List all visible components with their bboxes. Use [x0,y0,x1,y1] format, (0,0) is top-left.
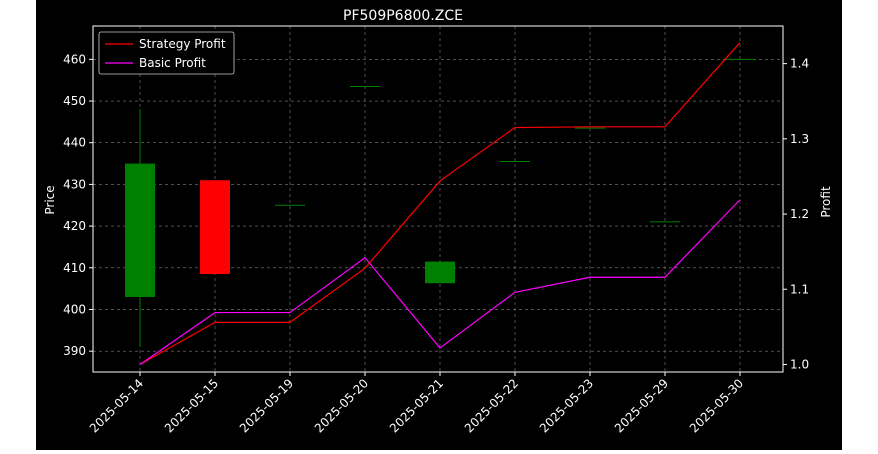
candlesticks [125,58,755,347]
series-line-basic-profit [139,199,741,365]
x-tick-label: 2025-05-15 [162,376,221,435]
series-line-strategy-profit [139,42,741,366]
y-tick-label-right: 1.1 [790,282,809,296]
x-tick-label: 2025-05-29 [612,376,671,435]
x-tick-label: 2025-05-23 [537,376,596,435]
y-tick-label-right: 1.0 [790,357,809,371]
x-tick-label: 2025-05-21 [387,376,446,435]
x-tick-label: 2025-05-14 [87,376,146,435]
y-tick-label-right: 1.3 [790,132,809,146]
chart-figure: PF509P6800.ZCE 390 400 410 420 430 440 450 460 1… [36,0,842,450]
chart-title: PF509P6800.ZCE [343,8,463,24]
y-tick-label-right: 1.4 [790,57,809,71]
y-tick-label-left: 460 [63,52,86,66]
legend-basic-label: Basic Profit [139,56,206,70]
profit-lines [139,42,741,366]
y-tick-label-left: 390 [63,344,86,358]
legend-strategy-label: Strategy Profit [139,37,226,51]
y-tick-label-left: 400 [63,302,86,316]
y-tick-label-left: 430 [63,177,86,191]
candle-body [200,180,230,275]
x-tick-label: 2025-05-22 [462,376,521,435]
y-tick-label-right: 1.2 [790,207,809,221]
y-tick-label-left: 450 [63,94,86,108]
legend: Strategy Profit Basic Profit [98,31,235,75]
y-tick-label-left: 410 [63,261,86,275]
chart-svg: PF509P6800.ZCE 390 400 410 420 430 440 450 460 1… [43,8,833,435]
y-axis-label-left: Price [43,185,57,214]
x-tick-label: 2025-05-19 [237,376,296,435]
y-tick-label-left: 420 [63,219,86,233]
x-tick-label: 2025-05-20 [312,376,371,435]
y-tick-label-left: 440 [63,136,86,150]
plot-frame [92,25,784,373]
x-tick-label: 2025-05-30 [687,376,746,435]
candle-body [125,163,155,297]
y-axis-label-right: Profit [819,186,833,218]
candle-body [425,261,455,284]
grid-lines [93,26,783,372]
